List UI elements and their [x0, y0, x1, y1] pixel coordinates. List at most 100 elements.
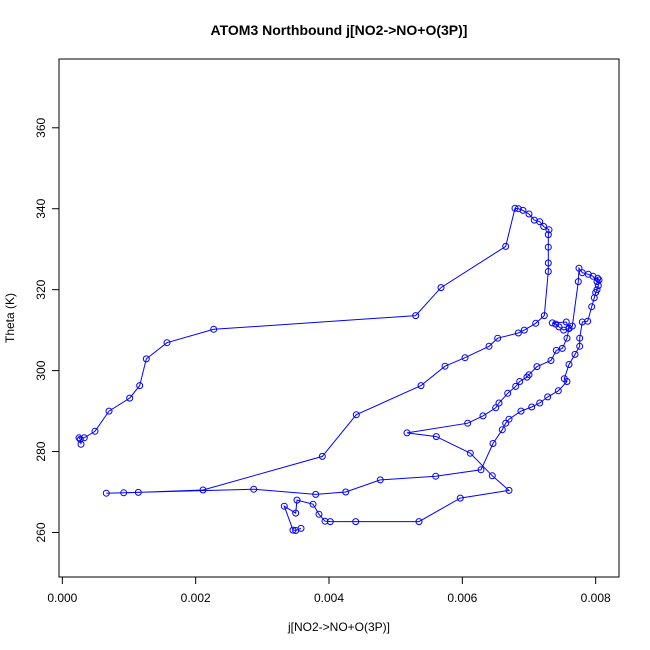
- data-point: [488, 472, 496, 480]
- x-axis-label: j[NO2->NO+O(3P)]: [287, 620, 390, 634]
- data-point: [593, 286, 601, 294]
- data-point: [417, 382, 425, 390]
- data-point: [441, 362, 449, 370]
- data-point: [464, 419, 472, 427]
- data-point: [544, 268, 552, 275]
- data-point: [494, 334, 502, 342]
- data-point: [403, 429, 411, 437]
- x-axis: 0.000 0.002 0.004 0.006 0.008: [47, 576, 611, 605]
- data-point: [540, 223, 548, 230]
- data-point: [466, 449, 474, 457]
- data-point: [80, 434, 88, 442]
- y-tick-label: 320: [34, 279, 48, 299]
- data-point: [461, 354, 469, 362]
- data-point: [210, 325, 218, 333]
- data-point: [544, 243, 552, 251]
- data-point: [519, 206, 527, 214]
- x-tick-label: 0.006: [447, 591, 477, 605]
- data-point: [554, 387, 562, 395]
- data-point: [293, 496, 301, 504]
- data-point: [105, 407, 113, 415]
- data-point: [502, 242, 510, 250]
- data-point: [163, 339, 171, 347]
- data-point: [142, 355, 150, 363]
- data-point: [578, 318, 586, 326]
- y-tick-label: 340: [34, 198, 48, 218]
- data-point: [492, 404, 500, 412]
- data-point: [456, 494, 464, 502]
- data-point: [199, 486, 207, 494]
- x-tick-label: 0.004: [314, 591, 344, 605]
- data-point: [588, 303, 596, 311]
- data-point: [134, 488, 142, 496]
- data-point: [315, 510, 323, 518]
- data-point: [120, 489, 128, 497]
- data-point: [578, 269, 586, 277]
- data-point: [75, 434, 83, 442]
- y-axis: 260 280 300 320 340 360: [34, 117, 60, 543]
- data-point: [536, 218, 544, 226]
- data-point: [525, 210, 533, 218]
- y-tick-label: 260: [34, 522, 48, 542]
- data-point: [533, 363, 541, 371]
- data-point: [593, 278, 601, 286]
- data-point: [548, 319, 556, 327]
- data-point: [91, 427, 99, 435]
- data-point: [571, 350, 579, 358]
- data-point: [547, 357, 555, 364]
- data-point: [321, 517, 329, 525]
- data-point: [544, 259, 552, 267]
- data-point: [312, 490, 320, 498]
- data-point: [309, 500, 317, 508]
- data-point: [505, 415, 513, 423]
- series-line: [77, 207, 600, 532]
- data-point: [489, 440, 497, 447]
- data-point: [412, 312, 420, 320]
- data-point: [574, 278, 582, 286]
- data-point: [594, 274, 602, 282]
- data-point: [352, 518, 360, 526]
- data-point: [280, 502, 288, 510]
- series-points: [75, 204, 603, 534]
- data-point: [76, 435, 84, 443]
- data-point: [584, 317, 592, 325]
- data-point: [102, 489, 110, 497]
- data-point: [504, 389, 512, 397]
- data-point: [544, 231, 552, 239]
- data-point: [576, 334, 584, 342]
- data-point: [136, 382, 144, 390]
- data-point: [342, 488, 350, 496]
- data-point: [589, 272, 597, 280]
- data-point: [415, 518, 423, 526]
- data-point: [545, 226, 553, 234]
- data-point: [562, 318, 570, 326]
- chart-title: ATOM3 Northbound j[NO2->NO+O(3P)]: [211, 22, 468, 38]
- data-point: [536, 399, 544, 407]
- data-point: [376, 476, 384, 484]
- data-point: [552, 346, 560, 354]
- data-point: [563, 334, 571, 342]
- data-point: [516, 378, 524, 385]
- data-point: [565, 361, 573, 368]
- y-tick-label: 280: [34, 441, 48, 461]
- x-tick-label: 0.008: [581, 591, 611, 605]
- data-point: [540, 312, 548, 320]
- data-point: [250, 485, 258, 493]
- data-point: [77, 440, 85, 448]
- data-point: [126, 394, 134, 402]
- data-point: [289, 526, 297, 534]
- data-point: [523, 373, 531, 381]
- data-point: [432, 472, 440, 480]
- data-point: [505, 486, 513, 494]
- data-point: [575, 264, 583, 272]
- data-point: [520, 326, 528, 334]
- data-point: [437, 284, 445, 292]
- data-point: [498, 426, 506, 434]
- data-point: [514, 329, 522, 337]
- y-tick-label: 300: [34, 360, 48, 380]
- data-point: [485, 342, 493, 350]
- data-point: [532, 319, 540, 327]
- data-point: [544, 393, 552, 401]
- data-point: [297, 524, 305, 532]
